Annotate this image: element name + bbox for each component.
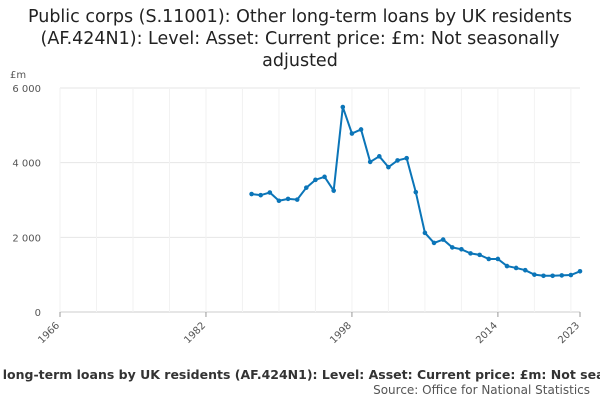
- x-axis-ticks: 1966 1982 1998 2014 2023: [36, 312, 582, 346]
- y-tick-label: 2 000: [12, 233, 41, 244]
- data-point[interactable]: [258, 192, 264, 198]
- data-point[interactable]: [376, 154, 382, 159]
- chart-caption: Public corps (S.11001): Other long-term …: [0, 367, 600, 383]
- source-note: Source: Office for National Statistics: [373, 383, 590, 397]
- data-point[interactable]: [358, 127, 364, 132]
- y-tick-label: 4 000: [12, 159, 41, 170]
- data-point[interactable]: [468, 251, 473, 256]
- data-point[interactable]: [486, 256, 492, 262]
- data-point[interactable]: [459, 246, 464, 252]
- data-point[interactable]: [504, 263, 510, 269]
- y-axis-unit-label: £m: [10, 70, 26, 81]
- data-point[interactable]: [386, 164, 391, 170]
- data-point[interactable]: [550, 273, 555, 279]
- data-point[interactable]: [559, 273, 565, 278]
- grid-lines: [60, 87, 580, 313]
- data-points: [249, 104, 583, 279]
- data-point[interactable]: [276, 198, 282, 204]
- data-point[interactable]: [249, 191, 254, 197]
- data-point[interactable]: [541, 273, 546, 279]
- data-point[interactable]: [313, 177, 318, 183]
- data-point[interactable]: [322, 174, 327, 180]
- data-point[interactable]: [568, 272, 574, 278]
- data-point[interactable]: [304, 185, 309, 190]
- data-point[interactable]: [331, 188, 336, 193]
- data-point[interactable]: [294, 197, 300, 202]
- data-point[interactable]: [495, 256, 501, 262]
- data-point[interactable]: [340, 104, 346, 110]
- vertical-grid-lines: [59, 88, 572, 312]
- data-point[interactable]: [413, 189, 419, 195]
- data-point[interactable]: [367, 159, 373, 165]
- data-point[interactable]: [422, 230, 428, 236]
- data-point[interactable]: [267, 190, 273, 195]
- data-point[interactable]: [431, 240, 437, 246]
- data-point[interactable]: [404, 155, 409, 161]
- data-point[interactable]: [577, 269, 583, 274]
- data-point[interactable]: [440, 237, 446, 242]
- data-point[interactable]: [395, 158, 400, 163]
- x-tick-label: 1998: [328, 320, 354, 346]
- x-tick-label: 2023: [556, 320, 582, 346]
- data-point[interactable]: [532, 272, 537, 277]
- chart-caption-text: Public corps (S.11001): Other long-term …: [0, 367, 600, 382]
- data-point[interactable]: [477, 252, 482, 258]
- y-tick-label: 6 000: [12, 84, 41, 95]
- x-tick-label: 1982: [182, 320, 208, 346]
- x-tick-label: 2014: [474, 320, 500, 346]
- data-point[interactable]: [349, 131, 355, 136]
- y-axis-ticks: 0 2 000 4 000 6 000: [12, 84, 41, 319]
- data-point[interactable]: [449, 245, 455, 250]
- x-tick-label: 1966: [36, 320, 62, 346]
- chart-title: Public corps (S.11001): Other long-term …: [27, 7, 573, 71]
- data-point[interactable]: [513, 265, 519, 271]
- y-tick-label: 0: [35, 308, 41, 319]
- data-point[interactable]: [522, 267, 528, 273]
- data-point[interactable]: [285, 196, 291, 202]
